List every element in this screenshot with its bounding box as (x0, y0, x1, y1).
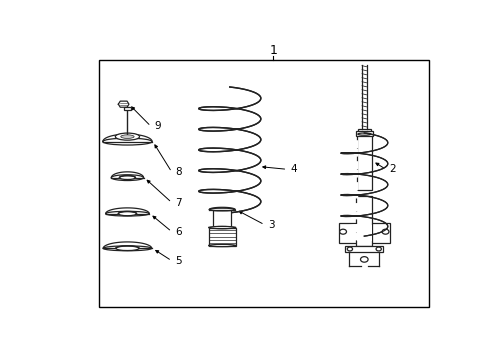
Text: 1: 1 (269, 44, 277, 57)
Ellipse shape (102, 138, 152, 145)
Text: 3: 3 (267, 220, 274, 230)
Ellipse shape (111, 175, 143, 180)
Bar (356, 195, 371, 246)
Text: 2: 2 (388, 164, 395, 174)
Bar (356, 225, 371, 242)
Circle shape (360, 257, 367, 262)
Circle shape (339, 229, 346, 234)
Bar (355, 131, 372, 136)
Bar (208, 228, 235, 246)
Polygon shape (118, 101, 129, 107)
Circle shape (375, 247, 381, 251)
Bar (213, 210, 231, 228)
Ellipse shape (213, 226, 231, 229)
Bar (357, 129, 370, 134)
Bar (361, 66, 366, 129)
Ellipse shape (119, 176, 135, 180)
Text: 7: 7 (175, 198, 181, 208)
Circle shape (381, 229, 388, 234)
Text: 8: 8 (175, 167, 181, 177)
Ellipse shape (357, 133, 370, 135)
Bar (345, 246, 383, 252)
Ellipse shape (105, 211, 149, 216)
Ellipse shape (118, 212, 136, 216)
Bar (356, 134, 371, 190)
Ellipse shape (103, 246, 151, 251)
Ellipse shape (116, 246, 139, 251)
Bar (338, 223, 389, 243)
Bar (123, 107, 131, 110)
Text: 5: 5 (175, 256, 181, 266)
Text: 9: 9 (154, 121, 160, 131)
Ellipse shape (121, 135, 134, 138)
Ellipse shape (208, 244, 235, 247)
Ellipse shape (208, 226, 235, 229)
Text: 4: 4 (290, 164, 296, 174)
Ellipse shape (115, 133, 139, 140)
Bar (99, 60, 428, 307)
Text: 6: 6 (175, 227, 181, 237)
Ellipse shape (209, 208, 235, 211)
Circle shape (346, 247, 352, 251)
